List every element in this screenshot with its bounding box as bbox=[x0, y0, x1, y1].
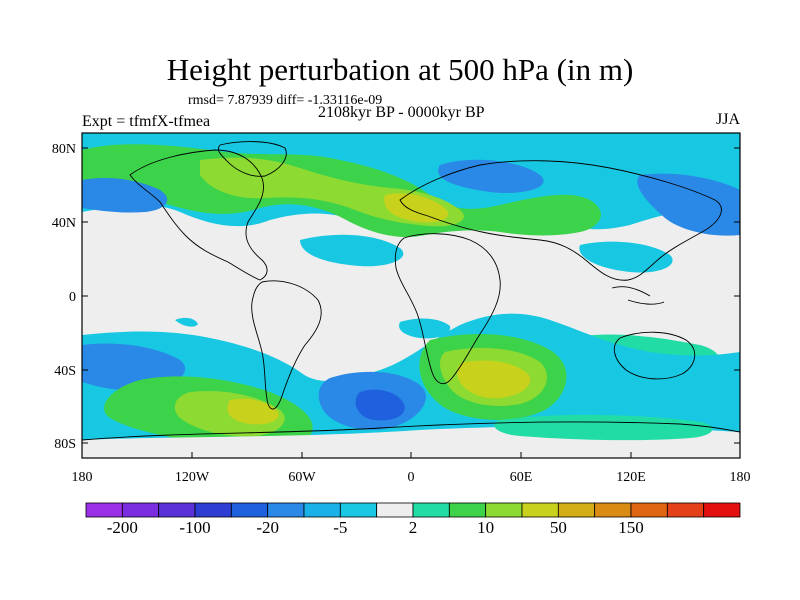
lat-label-40n: 40N bbox=[52, 216, 76, 231]
lon-label-120w: 120W bbox=[175, 470, 210, 485]
colorbar bbox=[85, 502, 741, 518]
lat-label-40s: 40S bbox=[54, 364, 76, 379]
lat-label-0: 0 bbox=[69, 290, 76, 305]
contour-south-atlantic-cyan bbox=[399, 318, 451, 339]
lat-label-80n: 80N bbox=[52, 142, 76, 157]
contour-indian-yellow-core bbox=[456, 360, 531, 399]
coastline-antarctica bbox=[82, 421, 740, 441]
lat-label-80s: 80S bbox=[54, 437, 76, 452]
lon-label-60e: 60E bbox=[510, 470, 533, 485]
coastline-north-america bbox=[129, 149, 268, 281]
lon-label-180w: 180 bbox=[72, 470, 93, 485]
contour-southern-deepblue-core bbox=[355, 389, 405, 421]
contour-antarctic-green bbox=[494, 414, 713, 441]
period-subtitle: 2108kyr BP - 0000kyr BP bbox=[318, 104, 485, 121]
coastlines bbox=[82, 141, 740, 441]
coastline-greenland bbox=[217, 141, 287, 177]
colorbar-swatch bbox=[85, 502, 123, 518]
lon-label-180e: 180 bbox=[730, 470, 751, 485]
contour-arctic-blue bbox=[82, 178, 168, 213]
colorbar-labels: -200 -100 -20 -5 2 10 50 150 bbox=[107, 518, 644, 537]
colorbar-label: 150 bbox=[618, 518, 644, 537]
experiment-label: Expt = tfmfX-tfmea bbox=[82, 113, 211, 130]
colorbar-label: -20 bbox=[256, 518, 279, 537]
colorbar-label: 10 bbox=[477, 518, 494, 537]
colorbar-swatch bbox=[703, 502, 741, 518]
colorbar-label: -100 bbox=[179, 518, 210, 537]
contour-atlantic-cyan bbox=[300, 234, 404, 267]
colorbar-swatch bbox=[158, 502, 196, 518]
lon-label-120e: 120E bbox=[616, 470, 646, 485]
colorbar-swatch bbox=[666, 502, 705, 518]
coastline-eurasia bbox=[399, 160, 722, 281]
contour-pacific-yellow-core bbox=[227, 398, 279, 425]
colorbar-swatch bbox=[121, 502, 160, 518]
plot-title: Height perturbation at 500 hPa (in m) bbox=[166, 52, 634, 87]
contour-indian-cyan bbox=[579, 241, 673, 273]
contour-northern-blue-patches bbox=[438, 159, 740, 236]
colorbar-swatch bbox=[557, 502, 596, 518]
lon-label-60w: 60W bbox=[288, 470, 316, 485]
colorbar-swatch bbox=[448, 502, 487, 518]
colorbar-swatch bbox=[521, 502, 559, 518]
contour-equator-cyan-dash bbox=[175, 317, 198, 327]
colorbar-swatch bbox=[194, 502, 232, 518]
coastline-south-america bbox=[251, 280, 322, 410]
season-label: JJA bbox=[715, 111, 740, 128]
lon-ticks bbox=[81, 452, 741, 458]
lon-label-0: 0 bbox=[408, 470, 415, 485]
colorbar-swatch bbox=[267, 502, 305, 518]
colorbar-swatch bbox=[339, 502, 378, 518]
lat-ticks bbox=[82, 147, 740, 444]
coastline-australia bbox=[613, 331, 696, 380]
statistics-label: rmsd= 7.87939 diff= -1.33116e-09 bbox=[188, 93, 383, 108]
colorbar-swatch bbox=[630, 502, 668, 518]
colorbar-swatch bbox=[485, 502, 523, 518]
coastline-africa bbox=[394, 233, 501, 385]
colorbar-label: -200 bbox=[107, 518, 138, 537]
colorbar-swatch bbox=[376, 502, 414, 518]
coastline-indonesia bbox=[611, 286, 665, 305]
colorbar-swatch bbox=[230, 502, 269, 518]
colorbar-label: 2 bbox=[409, 518, 418, 537]
colorbar-label: -5 bbox=[333, 518, 347, 537]
colorbar-label: 50 bbox=[550, 518, 567, 537]
colorbar-swatch bbox=[412, 502, 450, 518]
colorbar-swatch bbox=[594, 502, 632, 518]
colorbar-swatch bbox=[303, 502, 341, 518]
contour-field bbox=[82, 133, 740, 458]
